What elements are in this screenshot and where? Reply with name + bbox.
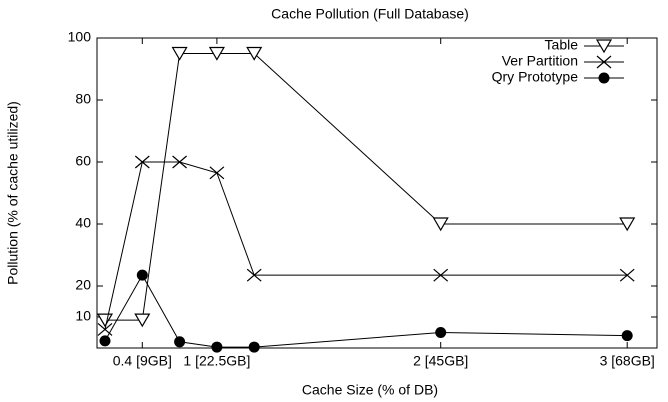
marker <box>211 341 223 353</box>
marker <box>208 46 225 61</box>
marker <box>246 46 263 61</box>
marker <box>246 268 262 282</box>
y-tick-label: 20 <box>75 277 91 293</box>
marker <box>619 217 636 232</box>
marker <box>134 313 151 328</box>
x-axis-label: Cache Size (% of DB) <box>302 382 438 398</box>
chart-title: Cache Pollution (Full Database) <box>271 6 469 22</box>
marker <box>432 217 449 232</box>
marker <box>99 335 111 347</box>
plot-frame <box>96 37 658 349</box>
marker <box>596 55 612 69</box>
marker <box>96 313 114 328</box>
legend-label: Qry Prototype <box>492 69 579 85</box>
marker <box>619 268 635 282</box>
y-axis-label: Pollution (% of cache utilized) <box>5 101 21 285</box>
marker <box>136 269 148 281</box>
y-tick-label: 40 <box>75 215 91 231</box>
x-tick-label: 2 [45GB] <box>413 353 468 369</box>
legend-label: Ver Partition <box>502 53 578 69</box>
x-tick-label: 0.4 [9GB] <box>113 353 172 369</box>
marker <box>171 46 188 61</box>
marker <box>134 155 150 169</box>
marker <box>172 155 187 169</box>
x-tick-label: 1 [22.5GB] <box>183 353 250 369</box>
marker <box>248 341 260 353</box>
series-line <box>104 161 628 330</box>
marker <box>598 72 610 84</box>
marker <box>621 330 633 342</box>
y-tick-label: 60 <box>75 153 91 169</box>
y-tick-label: 80 <box>75 91 91 107</box>
y-tick-label: 10 <box>75 308 91 324</box>
marker <box>595 39 613 54</box>
marker <box>435 327 447 338</box>
series-line <box>105 53 628 321</box>
marker <box>209 166 225 180</box>
legend-label: Table <box>545 37 579 53</box>
marker <box>433 268 449 282</box>
marker <box>174 336 186 348</box>
series-line <box>104 274 628 348</box>
y-tick-label: 100 <box>68 29 92 45</box>
x-tick-label: 3 [68GB] <box>600 353 655 369</box>
